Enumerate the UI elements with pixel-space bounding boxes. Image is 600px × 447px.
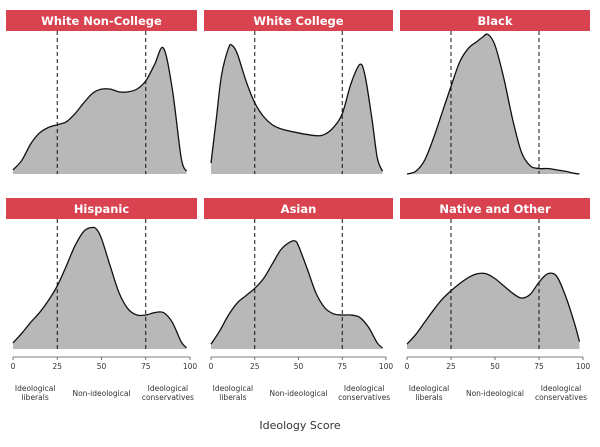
density-line <box>12 46 188 172</box>
panel-header <box>400 198 590 219</box>
panel-title: Black <box>478 14 513 28</box>
density-area <box>211 44 383 174</box>
density-area <box>407 34 580 174</box>
tick-label: 25 <box>52 362 62 371</box>
region-label: conservatives <box>338 393 390 402</box>
region-label: Ideological <box>409 384 450 393</box>
panel-white-non-college: White Non-College <box>6 10 197 174</box>
tick-label: 0 <box>209 362 214 371</box>
region-label: liberals <box>415 393 442 402</box>
tick-label: 50 <box>490 362 500 371</box>
region-label: Ideological <box>344 384 385 393</box>
tick-label: 0 <box>11 362 16 371</box>
panel-title: Hispanic <box>74 202 130 216</box>
panel-header <box>204 10 393 31</box>
region-label: liberals <box>22 393 49 402</box>
density-line <box>12 226 187 349</box>
tick-label: 25 <box>446 362 456 371</box>
panel-title: Native and Other <box>439 202 551 216</box>
tick-label: 50 <box>294 362 304 371</box>
panel-title: White Non-College <box>41 14 162 28</box>
density-line <box>210 43 384 172</box>
panel-asian: Asian <box>204 198 393 349</box>
tick-label: 25 <box>250 362 260 371</box>
tick-label: 100 <box>183 362 198 371</box>
density-line <box>210 240 383 349</box>
panel-header <box>400 10 590 31</box>
tick-label: 75 <box>534 362 544 371</box>
panel-native-and-other: Native and Other <box>400 198 590 349</box>
tick-label: 75 <box>337 362 347 371</box>
region-label: Ideological <box>213 384 254 393</box>
tick-label: 100 <box>379 362 394 371</box>
region-label: Ideological <box>15 384 56 393</box>
panel-black: Black <box>400 10 590 175</box>
density-area <box>13 47 187 174</box>
panel-hispanic: Hispanic <box>6 198 197 349</box>
tick-label: 100 <box>576 362 591 371</box>
tick-label: 0 <box>405 362 410 371</box>
panel-title: White College <box>253 14 343 28</box>
tick-label: 50 <box>97 362 107 371</box>
region-label: conservatives <box>142 393 194 402</box>
region-label: Ideological <box>541 384 582 393</box>
panel-header <box>204 198 393 219</box>
region-label: Non-ideological <box>269 389 327 398</box>
x-axis-title: Ideology Score <box>259 419 341 432</box>
region-label: Non-ideological <box>466 389 524 398</box>
density-area <box>211 240 383 349</box>
density-area <box>13 227 187 349</box>
tick-label: 75 <box>141 362 151 371</box>
region-label: Non-ideological <box>72 389 130 398</box>
region-label: Ideological <box>148 384 189 393</box>
panel-header <box>6 198 197 219</box>
panel-title: Asian <box>281 202 317 216</box>
panels-layer: White Non-College White College Black Hispa… <box>6 10 590 349</box>
panel-white-college: White College <box>204 10 393 174</box>
density-line <box>406 33 580 175</box>
panel-header <box>6 10 197 31</box>
region-label: conservatives <box>535 393 587 402</box>
region-label: liberals <box>219 393 246 402</box>
density-line <box>406 272 581 345</box>
